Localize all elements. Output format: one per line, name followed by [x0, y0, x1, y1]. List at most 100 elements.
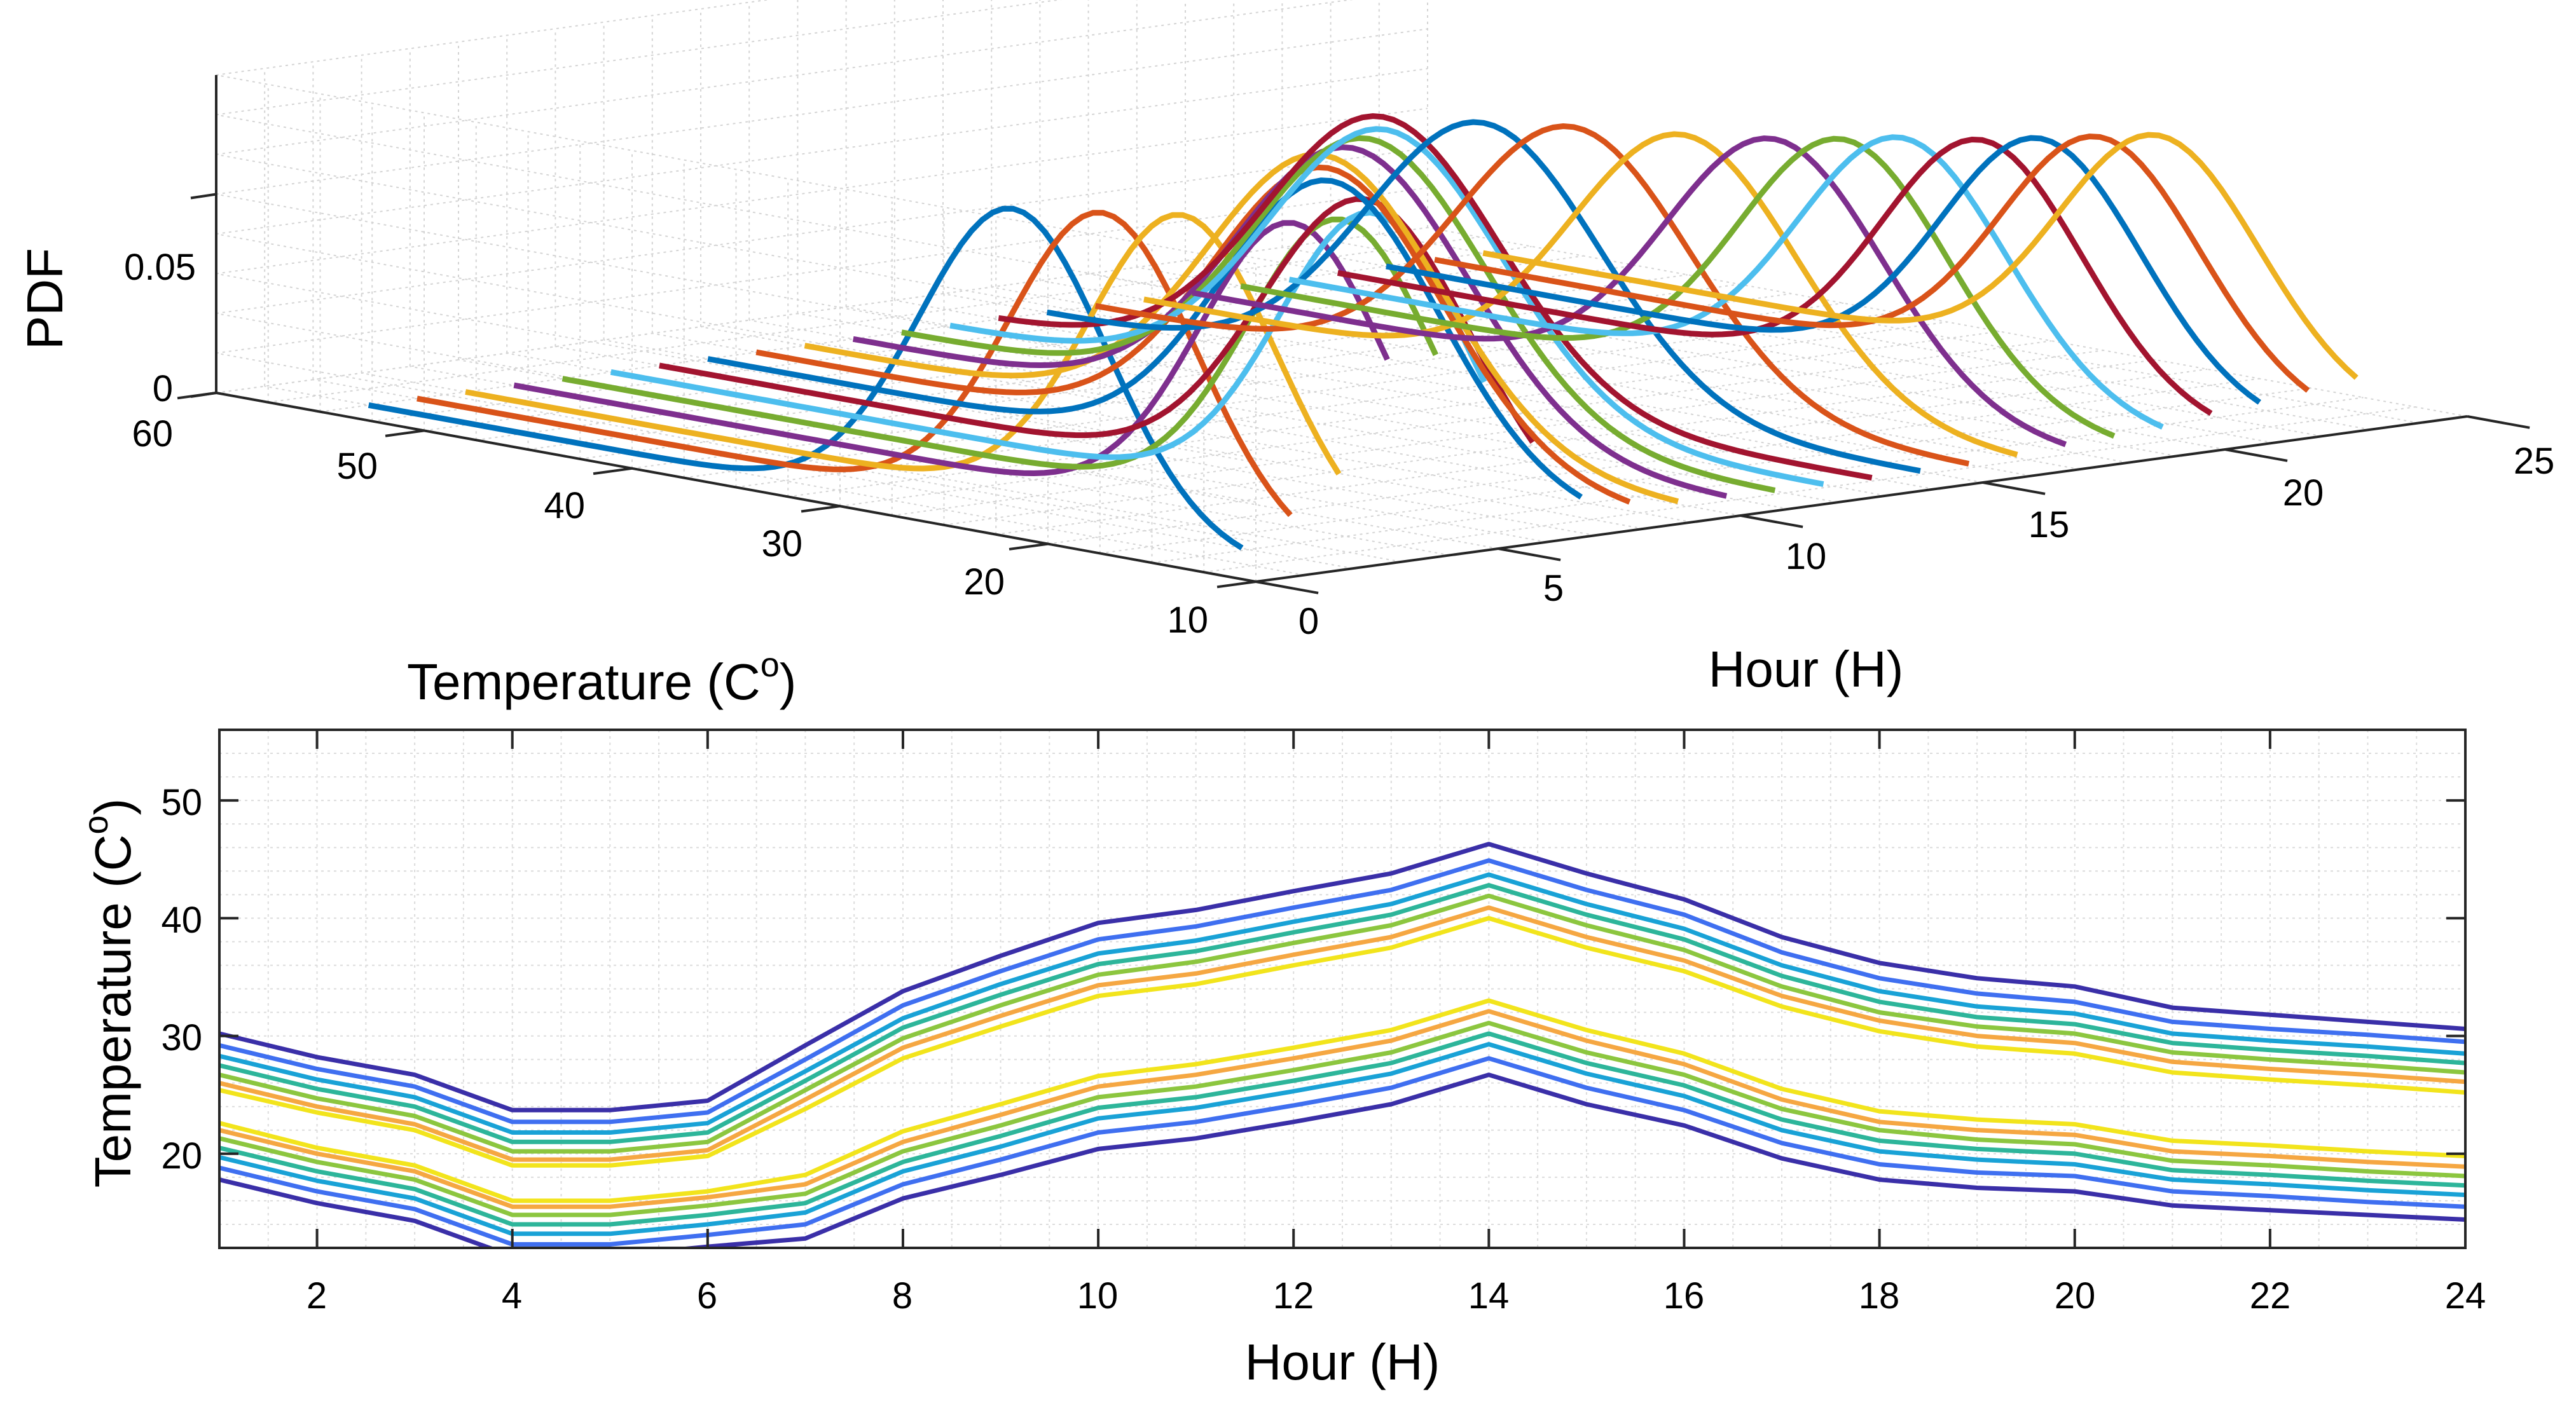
lower-band-line-3 — [219, 1031, 2465, 1227]
lower-band-line-1 — [219, 1009, 2465, 1209]
bottom-y-axis-label: Temperature (Co) — [77, 798, 141, 1188]
upper-band-line-2 — [219, 893, 2465, 1154]
x-tick-label: 5 — [1543, 568, 1564, 609]
grid-line — [846, 306, 1886, 496]
pdf-curve-hour-6 — [610, 209, 1487, 460]
grid-line — [1088, 273, 2128, 463]
pdf-curve-hour-16 — [1094, 123, 1970, 467]
pdf-3d-y-tick-labels: 60 50 40 30 20 10 — [132, 413, 1208, 641]
pdf-curve-hour-4 — [513, 220, 1390, 476]
y-tick-label: 10 — [1167, 599, 1208, 641]
grid-line — [216, 154, 1257, 344]
pdf-curve-hour-19 — [1240, 135, 2116, 439]
y-tick-mark — [1216, 580, 1257, 589]
pdf-curve-hour-2 — [417, 210, 1293, 517]
x-tick-label: 24 — [2445, 1275, 2486, 1317]
x-tick-label: 12 — [1273, 1275, 1314, 1317]
grid-line — [216, 193, 1257, 384]
grid-line — [216, 74, 1257, 264]
x-axis-line — [1255, 415, 2468, 583]
pdf-curve-hour-24 — [1482, 132, 2359, 380]
x-tick-label: 10 — [1077, 1275, 1119, 1317]
grid-line — [892, 350, 2104, 517]
y-tick-label: 60 — [132, 413, 173, 455]
y-tick-label: 30 — [761, 523, 802, 565]
z-tick-label: 0.05 — [124, 247, 196, 288]
y-label-close: ) — [85, 798, 141, 816]
bottom-lines — [219, 842, 2465, 1248]
y-tick-label: 20 — [963, 561, 1005, 603]
y-tick-mark — [1009, 542, 1049, 551]
y-tick-label: 20 — [161, 1135, 202, 1177]
grid-line — [944, 359, 2156, 526]
grid-line — [736, 321, 1948, 488]
upper-band-line-4 — [219, 872, 2465, 1135]
y-tick-label: 30 — [161, 1017, 202, 1058]
x-tick-label: 18 — [1859, 1275, 1900, 1317]
grid-line — [265, 385, 1305, 576]
bottom-x-tick-labels: 2 4 6 8 10 12 14 16 18 20 22 24 — [307, 1275, 2486, 1317]
x-tick-label: 8 — [892, 1275, 913, 1317]
upper-band-line-1 — [219, 905, 2465, 1162]
pdf-3d-y-axis-label: Temperature (Co) — [407, 646, 796, 710]
lower-band-line-0 — [219, 998, 2465, 1203]
y-tick-mark — [801, 505, 841, 513]
pdf-3d-chart: 0 5 10 15 20 25 60 50 40 30 20 10 0 0.05… — [17, 0, 2554, 710]
grid-line — [268, 236, 1480, 403]
pdf-curve-hour-17 — [1143, 131, 2018, 458]
temperature-line-chart: 2 4 6 8 10 12 14 16 18 20 22 24 20 30 40… — [77, 729, 2486, 1390]
grid-line — [1204, 406, 2416, 573]
grid-line — [424, 264, 1636, 432]
x-tick-mark — [1740, 514, 1803, 528]
grid-line — [1047, 378, 2260, 545]
pdf-3d-curves — [368, 113, 2359, 551]
y-tick-mark — [385, 429, 425, 437]
pdf-3d-x-axis-label: Hour (H) — [1709, 641, 1904, 697]
x-tick-label: 16 — [1663, 1275, 1705, 1317]
pdf-3d-z-axis-label: PDF — [17, 248, 73, 350]
grid-line — [216, 187, 1428, 354]
y-label-sup: o — [77, 815, 115, 834]
y-label-main: Temperature (C — [407, 654, 761, 710]
z-tick-mark — [190, 392, 217, 398]
grid-line — [216, 0, 771, 76]
x-tick-mark — [1498, 547, 1561, 561]
grid-line — [1379, 233, 2419, 424]
grid-line — [216, 0, 1062, 116]
grid-line — [216, 273, 1257, 463]
y-tick-mark — [593, 467, 633, 476]
y-tick-label: 50 — [336, 446, 378, 487]
x-tick-label: 0 — [1298, 601, 1319, 642]
pdf-3d-x-tick-labels: 0 5 10 15 20 25 — [1298, 441, 2554, 642]
z-tick-label: 0 — [153, 368, 173, 409]
grid-line — [1185, 260, 2226, 450]
upper-band-line-6 — [219, 842, 2465, 1112]
plot-frame — [218, 729, 2467, 1249]
x-tick-label: 4 — [502, 1275, 522, 1317]
y-tick-label: 40 — [161, 900, 202, 941]
x-tick-mark — [2224, 448, 2288, 462]
grid-line — [216, 233, 1257, 423]
pdf-curve-hour-21 — [1337, 137, 2213, 416]
pdf-curve-hour-10 — [804, 151, 1679, 505]
x-tick-label: 22 — [2250, 1275, 2291, 1317]
pdf-curve-hour-15 — [1046, 119, 1921, 474]
grid-line — [216, 68, 1428, 235]
pdf-3d-axes — [177, 75, 2530, 594]
grid-line — [749, 319, 1789, 510]
y-label-close: ) — [780, 654, 797, 710]
y-label-sup: o — [761, 646, 780, 684]
x-tick-label: 20 — [2283, 472, 2324, 514]
lower-band-line-4 — [219, 1042, 2465, 1236]
y-tick-label: 40 — [544, 485, 585, 526]
grid-line — [320, 245, 1532, 413]
x-tick-mark — [1982, 481, 2046, 495]
lower-band-line-6 — [219, 1072, 2465, 1248]
x-tick-label: 20 — [2055, 1275, 2096, 1317]
x-tick-mark — [1255, 580, 1319, 594]
grid-line — [1099, 387, 2311, 554]
y-label-main: Temperature (C — [85, 834, 141, 1188]
y-tick-label: 50 — [161, 782, 202, 823]
upper-band-line-0 — [219, 915, 2465, 1168]
